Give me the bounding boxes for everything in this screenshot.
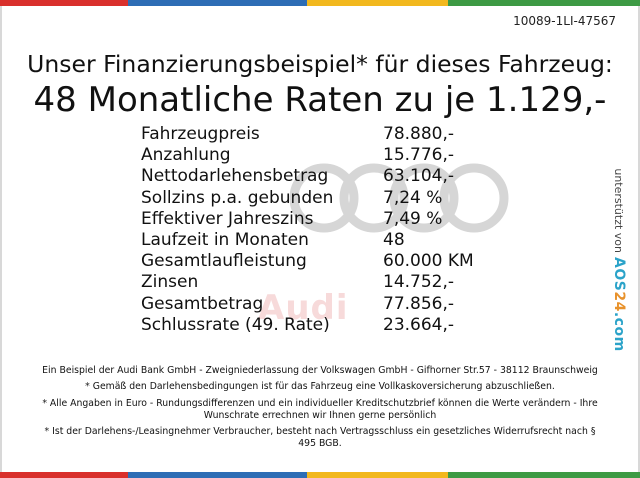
left-border	[0, 6, 2, 472]
top-color-bar	[0, 0, 640, 6]
aos24-brand-logo: AOS24.com	[611, 257, 627, 352]
audi-watermark-text: Audi	[258, 288, 349, 328]
row-label: Schlussrate (49. Rate)	[141, 314, 330, 335]
brand-prefix: AOS	[611, 257, 627, 292]
finance-row: Schlussrate (49. Rate) 23.664,-	[141, 315, 513, 336]
finance-table: Fahrzeugpreis 78.880,- Anzahlung 15.776,- …	[141, 124, 513, 336]
row-value: 7,49 %	[383, 208, 443, 229]
row-label: Effektiver Jahreszins	[141, 208, 314, 229]
finance-row: Fahrzeugpreis 78.880,-	[141, 124, 513, 145]
row-value: 77.856,-	[383, 293, 455, 314]
bar-segment-red	[0, 0, 128, 6]
row-label: Nettodarlehensbetrag	[141, 166, 329, 187]
finance-row: Laufzeit in Monaten 48	[141, 230, 513, 251]
row-label: Fahrzeugpreis	[141, 124, 260, 144]
row-label: Sollzins p.a. gebunden	[141, 187, 334, 208]
row-value: 60.000 KM	[383, 251, 474, 272]
bar-segment-green	[447, 0, 640, 6]
bar-segment-blue	[128, 472, 308, 478]
footer-line: * Alle Angaben in Euro - Rundungsdiffere…	[42, 397, 598, 421]
row-label: Gesamtlaufleistung	[141, 251, 307, 272]
row-value: 7,24 %	[383, 187, 443, 208]
bar-segment-blue	[128, 0, 308, 6]
row-value: 48	[383, 229, 405, 250]
row-label: Laufzeit in Monaten	[141, 229, 309, 250]
footer-line: Ein Beispiel der Audi Bank GmbH - Zweign…	[42, 365, 598, 376]
finance-row: Effektiver Jahreszins 7,49 %	[141, 209, 513, 230]
finance-row: Anzahlung 15.776,-	[141, 145, 513, 166]
row-value: 23.664,-	[383, 314, 455, 335]
row-label: Anzahlung	[141, 145, 231, 166]
finance-row: Sollzins p.a. gebunden 7,24 %	[141, 188, 513, 209]
bar-segment-red	[0, 472, 128, 478]
audi-rings-logo	[289, 163, 509, 233]
footer-line: * Gemäß den Darlehensbedingungen ist für…	[85, 381, 555, 393]
row-label: Gesamtbetrag	[141, 293, 264, 314]
finance-row: Nettodarlehensbetrag 63.104,-	[141, 166, 513, 187]
legal-footer: Ein Beispiel der Audi Bank GmbH - Zweign…	[36, 365, 604, 455]
supported-by-badge: unterstützt von AOS24.com	[606, 168, 632, 352]
bar-segment-yellow	[307, 472, 448, 478]
brand-suffix: .com	[611, 311, 627, 352]
row-value: 63.104,-	[383, 166, 455, 187]
row-value: 15.776,-	[383, 145, 455, 166]
headline: Unser Finanzierungsbeispiel* für dieses …	[27, 50, 613, 78]
row-label: Zinsen	[141, 272, 199, 293]
subheadline: 48 Monatliche Raten zu je 1.129,-	[33, 80, 607, 120]
right-border	[638, 6, 640, 472]
supported-by-label: unterstützt von	[612, 168, 626, 254]
reference-code: 10089-1LI-47567	[513, 14, 616, 28]
bar-segment-yellow	[307, 0, 448, 6]
brand-accent: 24	[611, 291, 627, 312]
footer-line: * Ist der Darlehens-/Leasingnehmer Verbr…	[44, 426, 596, 450]
row-value: 78.880,-	[383, 124, 455, 144]
finance-row: Gesamtbetrag 77.856,-	[141, 294, 513, 315]
row-value: 14.752,-	[383, 272, 455, 293]
finance-row: Zinsen 14.752,-	[141, 272, 513, 293]
finance-row: Gesamtlaufleistung 60.000 KM	[141, 251, 513, 272]
bottom-color-bar	[0, 472, 640, 478]
bar-segment-green	[447, 472, 640, 478]
